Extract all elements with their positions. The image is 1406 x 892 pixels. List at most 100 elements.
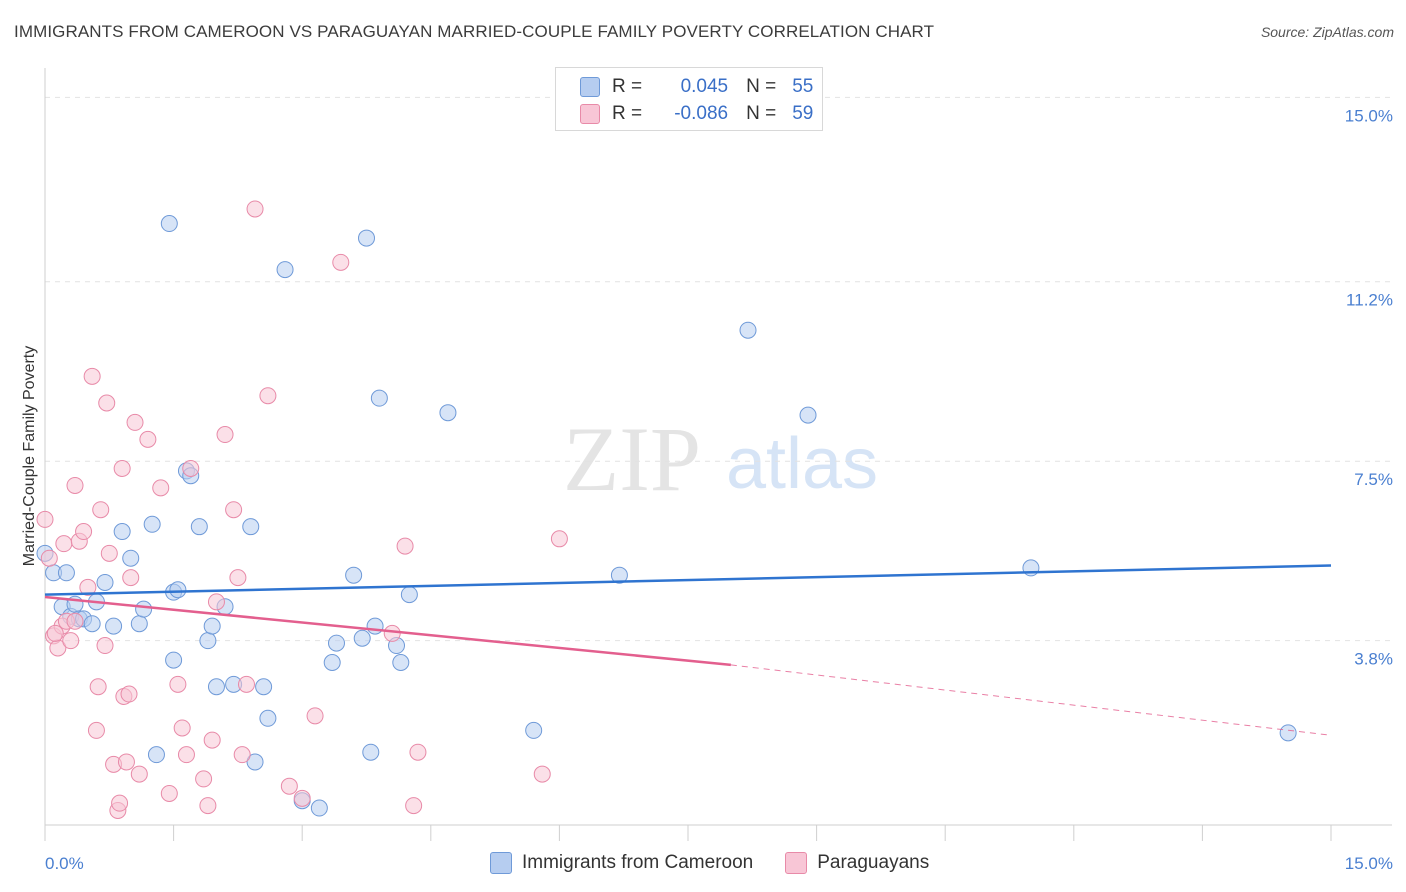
data-point-cameroon	[83, 615, 101, 633]
series-legend-swatch-pink	[785, 852, 808, 874]
data-point-paraguayan	[550, 530, 568, 548]
series-legend-label: Paraguayans	[817, 852, 930, 873]
data-point-paraguayan	[225, 501, 243, 519]
data-point-paraguayan	[98, 394, 116, 412]
legend-n-value: 55	[792, 76, 814, 97]
data-point-cameroon	[113, 523, 131, 541]
trend-lines	[44, 564, 1332, 736]
legend-swatch-pink	[580, 104, 600, 124]
data-point-paraguayan	[259, 387, 277, 405]
data-point-cameroon	[323, 654, 341, 672]
data-point-paraguayan	[207, 593, 225, 611]
legend-r-label: R =	[612, 76, 643, 97]
data-point-cameroon	[169, 581, 187, 599]
data-point-paraguayan	[55, 535, 73, 553]
data-point-paraguayan	[66, 476, 84, 494]
legend-row-cameroon: R = 0.045 N = 55	[580, 75, 813, 99]
data-point-cameroon	[165, 651, 183, 669]
data-point-cameroon	[366, 617, 384, 635]
legend-n-label: N =	[746, 103, 777, 124]
data-point-paraguayan	[405, 797, 423, 815]
legend-r-label: R =	[612, 103, 643, 124]
x-tick-labels: 0.0% 15.0%	[45, 854, 1393, 873]
legend-swatch-blue	[580, 77, 600, 97]
data-point-paraguayan	[383, 624, 401, 642]
data-point-paraguayan	[113, 459, 131, 477]
data-point-cameroon	[327, 634, 345, 652]
data-point-paraguayan	[152, 479, 170, 497]
data-point-cameroon	[525, 721, 543, 739]
data-point-paraguayan	[96, 637, 114, 655]
data-point-paraguayan	[332, 253, 350, 271]
series-legend-item-paraguayan: Paraguayans	[785, 852, 929, 874]
data-point-cameroon	[135, 600, 153, 618]
legend-row-paraguayan: R = -0.086 N = 59	[580, 102, 813, 126]
data-point-cameroon	[392, 654, 410, 672]
data-point-cameroon	[122, 549, 140, 567]
data-point-cameroon	[358, 229, 375, 247]
data-point-paraguayan	[46, 624, 64, 642]
data-point-cameroon	[130, 615, 148, 633]
y-tick-label: 3.8%	[1354, 650, 1393, 669]
data-point-paraguayan	[66, 612, 84, 630]
data-point-paraguayan	[139, 430, 157, 448]
data-point-paraguayan	[396, 537, 414, 555]
x-tick-label-max: 15.0%	[1345, 854, 1393, 873]
x-ticks	[44, 825, 1332, 841]
data-point-cameroon	[255, 678, 273, 696]
data-point-cameroon	[190, 518, 208, 536]
data-point-paraguayan	[92, 501, 110, 519]
data-point-paraguayan	[169, 675, 187, 693]
data-point-cameroon	[143, 515, 161, 533]
data-point-cameroon	[96, 573, 114, 591]
series-legend-label: Immigrants from Cameroon	[522, 852, 754, 873]
data-point-paraguayan	[182, 459, 200, 477]
y-tick-label: 15.0%	[1345, 106, 1393, 125]
data-point-paraguayan	[79, 578, 97, 596]
data-point-paraguayan	[130, 765, 148, 783]
stats-legend: R = 0.045 N = 55 R = -0.086 N = 59	[555, 67, 823, 131]
data-point-cameroon	[242, 518, 260, 536]
data-point-cameroon	[246, 753, 264, 771]
data-point-cameroon	[147, 746, 165, 764]
data-point-paraguayan	[246, 200, 264, 218]
grid-lines	[45, 96, 1392, 642]
data-point-paraguayan	[173, 719, 191, 737]
data-point-paraguayan	[233, 746, 251, 764]
trend-line-paraguayan-extension	[730, 664, 1332, 736]
data-point-paraguayan	[229, 569, 247, 587]
series-legend-swatch-blue	[490, 852, 512, 874]
data-point-cameroon	[353, 629, 371, 647]
trend-line-paraguayan	[44, 595, 731, 667]
data-point-paraguayan	[120, 685, 138, 703]
trend-line-cameroon	[44, 564, 1332, 596]
data-point-cameroon	[345, 566, 363, 584]
data-point-paraguayan	[216, 426, 234, 444]
data-point-cameroon	[203, 617, 221, 635]
data-point-paraguayan	[100, 544, 118, 562]
data-point-paraguayan	[75, 523, 93, 541]
data-point-paraguayan	[199, 797, 217, 815]
y-tick-labels: 3.8% 7.5% 11.2% 15.0%	[1345, 106, 1393, 668]
data-point-cameroon	[400, 586, 418, 604]
series-paraguayan-points	[36, 200, 568, 819]
data-point-cameroon	[57, 564, 75, 582]
data-point-paraguayan	[40, 549, 58, 567]
data-point-cameroon	[1279, 724, 1297, 742]
data-point-paraguayan	[306, 707, 324, 725]
data-point-paraguayan	[87, 721, 105, 739]
watermark: ZIP atlas	[563, 408, 878, 510]
data-point-cameroon	[105, 617, 123, 635]
x-tick-label-min: 0.0%	[45, 854, 84, 873]
data-point-paraguayan	[160, 784, 178, 802]
y-tick-label: 11.2%	[1346, 291, 1393, 310]
y-axis-title: Married-Couple Family Poverty	[21, 345, 38, 567]
data-point-paraguayan	[62, 632, 80, 650]
data-point-cameroon	[799, 406, 817, 424]
data-point-cameroon	[362, 743, 380, 761]
legend-r-value: -0.086	[674, 103, 729, 124]
data-point-paraguayan	[293, 789, 311, 807]
data-point-cameroon	[310, 799, 328, 817]
data-point-paraguayan	[203, 731, 221, 749]
